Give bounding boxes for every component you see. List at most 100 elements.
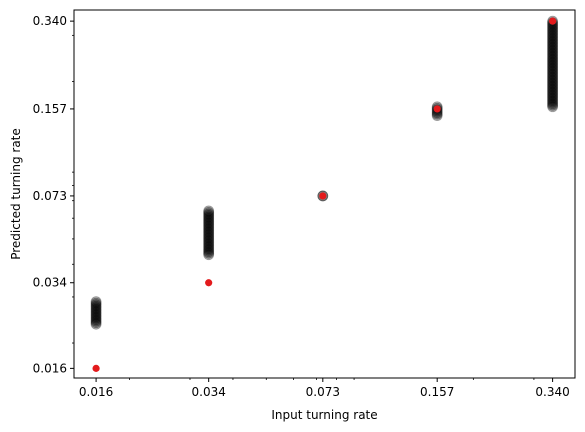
predicted-point [547,41,559,53]
predicted-point [203,220,215,232]
predicted-point [203,214,215,226]
predicted-point [203,213,215,224]
predicted-point [203,208,215,220]
true-point [433,105,441,113]
predicted-point [203,234,215,246]
predicted-point [547,60,559,72]
predicted-point [90,302,102,314]
predicted-point [547,95,559,107]
predicted-point [203,223,215,235]
predicted-point [547,51,559,63]
predicted-point [547,44,559,56]
predicted-point [547,99,559,111]
predicted-point [547,57,559,69]
predicted-point [203,228,215,239]
predicted-point [203,249,215,261]
predicted-point [547,68,559,80]
predicted-point [547,36,559,48]
y-axis: 0.016 0.034 0.073 0.157 0.340 [33,14,74,375]
true-point [205,279,213,287]
predicted-point [90,297,102,309]
predicted-point [203,217,215,229]
y-tick-label: 0.340 [33,14,67,28]
x-tick-label: 0.073 [306,385,340,399]
predicted-point [547,27,559,39]
predicted-point [90,296,102,307]
predicted-point [547,75,559,87]
predicted-point [90,309,102,321]
predicted-point [547,63,559,75]
predicted-point [203,246,215,258]
y-tick-label: 0.073 [33,189,67,203]
x-tick-label: 0.016 [79,385,113,399]
predicted-point [547,38,559,50]
predicted-point [547,86,559,98]
predicted-point [90,312,102,324]
predicted-point [90,305,102,317]
predicted-point [547,78,559,90]
predicted-point [90,317,102,329]
predicted-point [547,90,559,102]
predicted-point [547,83,559,95]
predicted-point [203,229,215,241]
predicted-point [547,81,559,93]
x-tick-label: 0.340 [535,385,569,399]
predicted-point [547,93,559,105]
predicted-point [203,235,215,247]
y-tick-label: 0.034 [33,276,67,290]
predicted-point [547,53,559,65]
predicted-point [203,205,215,217]
predicted-point [547,80,559,92]
predicted-point [203,216,215,227]
predicted-point [203,244,215,256]
predicted-point [203,206,215,218]
predicted-point [90,300,102,312]
predicted-point [203,225,215,236]
predicted-point [547,30,559,42]
x-axis-label: Input turning rate [271,408,377,422]
predicted-point [547,92,559,104]
predicted-point [547,77,559,89]
predicted-point [203,241,215,253]
predicted-point [203,222,215,233]
y-tick-label: 0.016 [33,361,67,375]
predicted-point [203,243,215,255]
predicted-point [547,96,559,108]
predicted-point [547,42,559,54]
predicted-point [547,56,559,68]
y-tick-label: 0.157 [33,102,67,116]
predicted-point [203,226,215,238]
predicted-point [547,50,559,62]
predicted-point [547,74,559,86]
true-point [92,364,100,372]
predicted-point [547,47,559,59]
predicted-point [547,62,559,74]
predicted-point [90,318,102,330]
y-axis-label: Predicted turning rate [9,128,23,260]
predicted-point [547,39,559,51]
predicted-point [90,303,102,315]
predicted-point [547,71,559,83]
predicted-point [547,54,559,66]
predicted-point [203,231,215,242]
x-tick-label: 0.157 [420,385,454,399]
predicted-point [547,101,559,113]
predicted-point [203,211,215,223]
true-point [319,192,327,200]
x-axis: 0.016 0.034 0.073 0.157 0.340 [79,378,570,399]
plot-frame [73,9,576,379]
x-tick-label: 0.034 [192,385,226,399]
predicted-point [547,72,559,84]
predicted-point [203,210,215,221]
predicted-point [547,84,559,96]
predicted-point [547,89,559,101]
predicted-point [547,29,559,41]
predicted-point [547,45,559,57]
predicted-point [547,59,559,71]
predicted-point [547,48,559,60]
predicted-point [203,247,215,259]
predicted-point [547,87,559,99]
predicted-point [203,240,215,252]
predicted-point [547,33,559,45]
predicted-point [547,24,559,36]
